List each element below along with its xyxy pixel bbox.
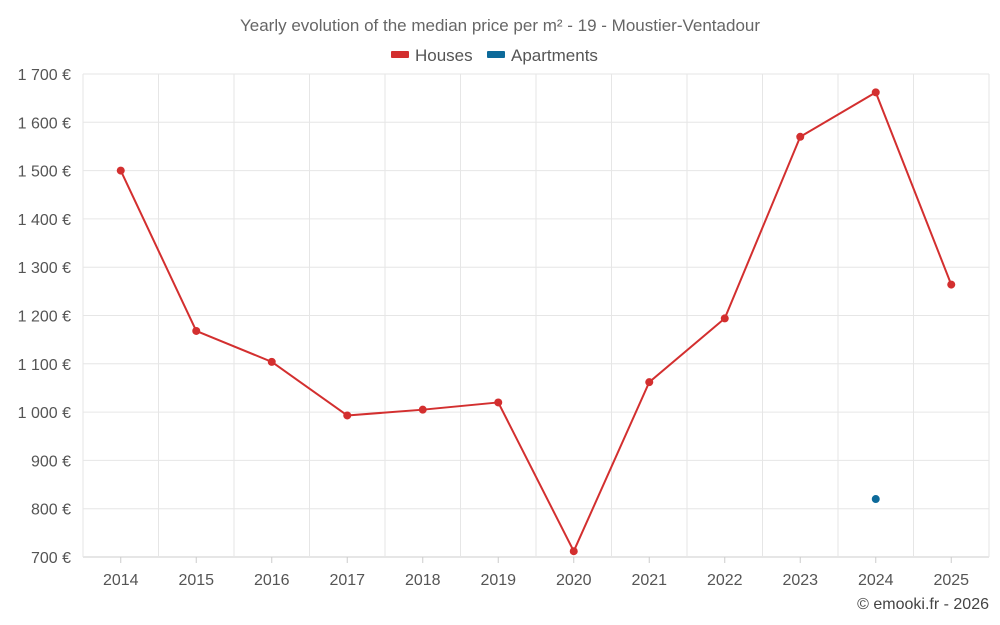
y-tick-label: 1 000 € [18,405,71,422]
y-tick-label: 1 300 € [18,260,71,277]
y-axis: 700 € 800 € 900 € 1 000 € 1 100 € 1 200 € 1 30… [18,67,71,567]
series [116,88,956,556]
data-point-houses-2023[interactable] [796,132,805,141]
x-tick-label: 2019 [480,572,516,589]
data-point-houses-2014[interactable] [116,166,125,175]
x-tick-label: 2024 [858,572,894,589]
data-point-houses-2022[interactable] [720,314,729,323]
data-point-houses-2021[interactable] [645,378,654,387]
y-tick-label: 800 € [31,502,71,519]
x-tick-label: 2021 [631,572,667,589]
legend-label-apartments: Apartments [511,46,598,65]
legend-swatch-houses [391,51,409,58]
y-tick-label: 700 € [31,550,71,567]
x-tick-label: 2022 [707,572,743,589]
data-point-houses-2024[interactable] [871,88,880,97]
y-tick-label: 1 500 € [18,164,71,181]
y-tick-label: 1 400 € [18,212,71,229]
x-tick-label: 2016 [254,572,290,589]
x-tick-label: 2017 [329,572,365,589]
y-tick-label: 900 € [31,453,71,470]
y-tick-label: 1 200 € [18,309,71,326]
legend: Houses Apartments [391,46,598,65]
data-point-houses-2015[interactable] [192,326,201,335]
data-point-houses-2019[interactable] [494,398,503,407]
x-tick-label: 2020 [556,572,592,589]
series-apartments [871,495,880,504]
data-point-houses-2018[interactable] [418,405,427,414]
credit-text: © emooki.fr - 2026 [857,596,989,613]
y-tick-label: 1 100 € [18,357,71,374]
data-point-houses-2016[interactable] [267,357,276,366]
grid [82,73,990,558]
series-houses [116,88,956,556]
chart-title: Yearly evolution of the median price per… [240,16,760,35]
data-point-houses-2025[interactable] [947,280,956,289]
series-line-houses [119,91,953,553]
x-tick-label: 2025 [933,572,969,589]
legend-label-houses: Houses [415,46,473,65]
y-tick-label: 1 600 € [18,115,71,132]
data-point-houses-2017[interactable] [343,411,352,420]
x-tick-label: 2023 [782,572,818,589]
x-tick-label: 2015 [178,572,214,589]
legend-swatch-apartments [487,51,505,58]
legend-item-apartments[interactable]: Apartments [487,46,598,65]
x-axis: 2014 2015 2016 2017 2018 2019 2020 2021 2022 2023… [103,557,969,589]
legend-item-houses[interactable]: Houses [391,46,473,65]
data-point-apartments-2024[interactable] [871,495,880,504]
x-tick-label: 2014 [103,572,139,589]
y-tick-label: 1 700 € [18,67,71,84]
x-tick-label: 2018 [405,572,441,589]
data-point-houses-2020[interactable] [569,547,578,556]
